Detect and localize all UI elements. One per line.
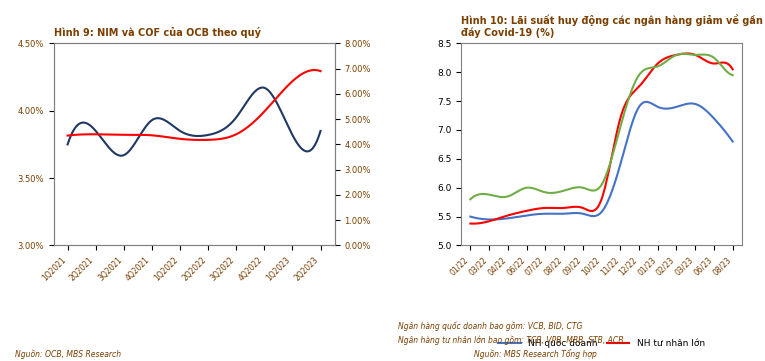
Text: Hình 9: NIM và COF của OCB theo quý: Hình 9: NIM và COF của OCB theo quý	[54, 27, 261, 38]
CoF	[277, 90, 286, 94]
Text: Ngân hàng quốc doanh bao gồm: VCB, BID, CTG: Ngân hàng quốc doanh bao gồm: VCB, BID, …	[398, 321, 582, 331]
CoF	[316, 69, 325, 73]
NH tư nhân lớn	[728, 67, 737, 71]
NH quốc doanh	[642, 100, 651, 104]
CoF	[213, 137, 223, 142]
CoF	[63, 133, 73, 138]
NIM	[219, 127, 228, 132]
NH quốc doanh	[658, 106, 667, 110]
CoF	[219, 136, 228, 141]
NH tư nhân lớn	[682, 51, 692, 56]
Line: NIM: NIM	[67, 87, 321, 156]
NH quốc doanh	[487, 217, 496, 222]
NH quốc doanh	[552, 212, 561, 216]
NH quốc doanh	[571, 211, 580, 215]
NIM	[116, 153, 125, 158]
NIM	[258, 85, 267, 90]
Text: Hình 10: Lãi suất huy động các ngân hàng giảm về gần vùng
đáy Covid-19 (%): Hình 10: Lãi suất huy động các ngân hàng…	[461, 14, 765, 38]
NH tư nhân lớn	[571, 205, 580, 209]
CoF	[310, 68, 319, 72]
NH quốc doanh	[631, 110, 640, 115]
CoF	[293, 75, 302, 79]
NH tư nhân lớn	[468, 221, 477, 226]
NIM	[63, 140, 73, 144]
Line: NH quốc doanh: NH quốc doanh	[470, 102, 733, 219]
Legend: NH quốc doanh, NH tư nhân lớn: NH quốc doanh, NH tư nhân lớn	[495, 335, 708, 352]
NH tư nhân lớn	[498, 215, 507, 219]
NIM	[316, 129, 325, 133]
NH quốc doanh	[498, 217, 507, 221]
NH quốc doanh	[728, 139, 737, 144]
NH quốc doanh	[466, 214, 475, 219]
NH tư nhân lớn	[466, 221, 475, 226]
NIM	[213, 130, 223, 134]
NIM	[294, 143, 303, 147]
NIM	[278, 112, 287, 116]
CoF	[63, 133, 72, 138]
Line: CoF: CoF	[67, 70, 321, 140]
NIM	[214, 130, 223, 134]
NH quốc doanh	[656, 106, 666, 110]
NH tư nhân lớn	[656, 59, 665, 64]
NH tư nhân lớn	[631, 87, 640, 92]
Text: Ngân hàng tư nhân lớn bao gồm: TCB, VPB, MBB, STB, ACB,: Ngân hàng tư nhân lớn bao gồm: TCB, VPB,…	[398, 335, 626, 345]
Text: Nguồn: MBS Research Tổng hợp: Nguồn: MBS Research Tổng hợp	[474, 349, 597, 360]
NH tư nhân lớn	[657, 58, 666, 62]
CoF	[197, 138, 206, 142]
CoF	[214, 137, 223, 141]
Text: Nguồn: OCB, MBS Research: Nguồn: OCB, MBS Research	[15, 350, 122, 360]
NH tư nhân lớn	[552, 206, 561, 210]
Line: NH tư nhân lớn: NH tư nhân lớn	[470, 53, 733, 223]
NIM	[63, 142, 72, 147]
